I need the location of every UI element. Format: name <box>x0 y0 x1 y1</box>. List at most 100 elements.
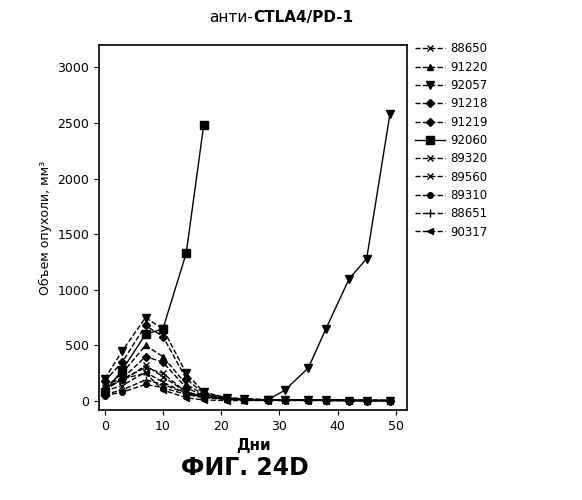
92060 <box>142 332 149 338</box>
91219 <box>264 397 271 403</box>
91218 <box>142 354 149 360</box>
89320 <box>142 362 149 368</box>
91218 <box>264 397 271 403</box>
91218 <box>322 397 329 403</box>
90317 <box>119 376 126 382</box>
91219 <box>322 397 329 403</box>
88650 <box>322 397 329 403</box>
92057 <box>363 398 370 404</box>
89560 <box>183 390 190 396</box>
X-axis label: Дни: Дни <box>236 438 271 454</box>
88650 <box>223 395 230 401</box>
91219 <box>223 395 230 401</box>
91218 <box>183 384 190 390</box>
92057 <box>119 348 126 354</box>
88650 <box>200 392 207 398</box>
89560 <box>159 379 166 385</box>
Line: 91218: 91218 <box>102 354 393 404</box>
90317 <box>264 398 271 404</box>
89320 <box>119 378 126 384</box>
88651 <box>142 377 149 383</box>
90317 <box>183 395 190 401</box>
91220 <box>346 397 353 403</box>
Line: 91219: 91219 <box>102 322 393 404</box>
89310 <box>241 397 248 403</box>
89320 <box>386 398 393 404</box>
91220 <box>142 342 149 348</box>
91220 <box>159 354 166 360</box>
92057 <box>241 396 248 402</box>
Text: анти-: анти- <box>210 10 253 25</box>
Line: 88650: 88650 <box>101 364 393 404</box>
89320 <box>264 397 271 403</box>
92057 <box>142 314 149 320</box>
91220 <box>101 384 108 390</box>
89310 <box>200 395 207 401</box>
92057 <box>159 326 166 332</box>
90317 <box>101 387 108 393</box>
89320 <box>159 374 166 380</box>
92060 <box>200 122 207 128</box>
92060 <box>101 389 108 395</box>
92057 <box>183 370 190 376</box>
89310 <box>282 397 289 403</box>
90317 <box>142 370 149 376</box>
91219 <box>159 334 166 340</box>
90317 <box>282 398 289 404</box>
88651 <box>241 397 248 403</box>
89320 <box>363 398 370 404</box>
88650 <box>264 396 271 402</box>
88650 <box>386 398 393 404</box>
89310 <box>264 397 271 403</box>
89310 <box>363 398 370 404</box>
91220 <box>241 397 248 403</box>
89560 <box>223 396 230 402</box>
91218 <box>241 396 248 402</box>
89560 <box>305 397 312 403</box>
88650 <box>101 382 108 388</box>
91219 <box>282 397 289 403</box>
91219 <box>241 396 248 402</box>
Line: 89560: 89560 <box>101 368 393 404</box>
90317 <box>159 387 166 393</box>
91219 <box>183 376 190 382</box>
Line: 89310: 89310 <box>102 382 393 404</box>
88651 <box>200 394 207 400</box>
91219 <box>305 397 312 403</box>
89310 <box>101 392 108 398</box>
91219 <box>346 398 353 404</box>
89560 <box>264 397 271 403</box>
88650 <box>183 389 190 395</box>
89560 <box>322 398 329 404</box>
89560 <box>119 382 126 388</box>
90317 <box>305 398 312 404</box>
Line: 90317: 90317 <box>101 370 393 404</box>
89310 <box>386 398 393 404</box>
91218 <box>200 392 207 398</box>
89320 <box>322 397 329 403</box>
88651 <box>346 398 353 404</box>
88650 <box>142 364 149 370</box>
89310 <box>223 396 230 402</box>
Line: 92060: 92060 <box>101 121 208 396</box>
91219 <box>200 390 207 396</box>
91219 <box>142 322 149 328</box>
Line: 92057: 92057 <box>101 314 394 404</box>
89320 <box>183 389 190 395</box>
91220 <box>363 398 370 404</box>
89560 <box>386 398 393 404</box>
89310 <box>119 389 126 395</box>
92057 <box>101 376 108 382</box>
88651 <box>159 382 166 388</box>
89320 <box>282 397 289 403</box>
90317 <box>241 398 248 404</box>
91220 <box>183 382 190 388</box>
92057 <box>282 397 289 403</box>
91220 <box>386 398 393 404</box>
91220 <box>264 397 271 403</box>
91218 <box>386 398 393 404</box>
91218 <box>223 396 230 402</box>
89560 <box>282 397 289 403</box>
88651 <box>183 390 190 396</box>
88650 <box>363 397 370 403</box>
